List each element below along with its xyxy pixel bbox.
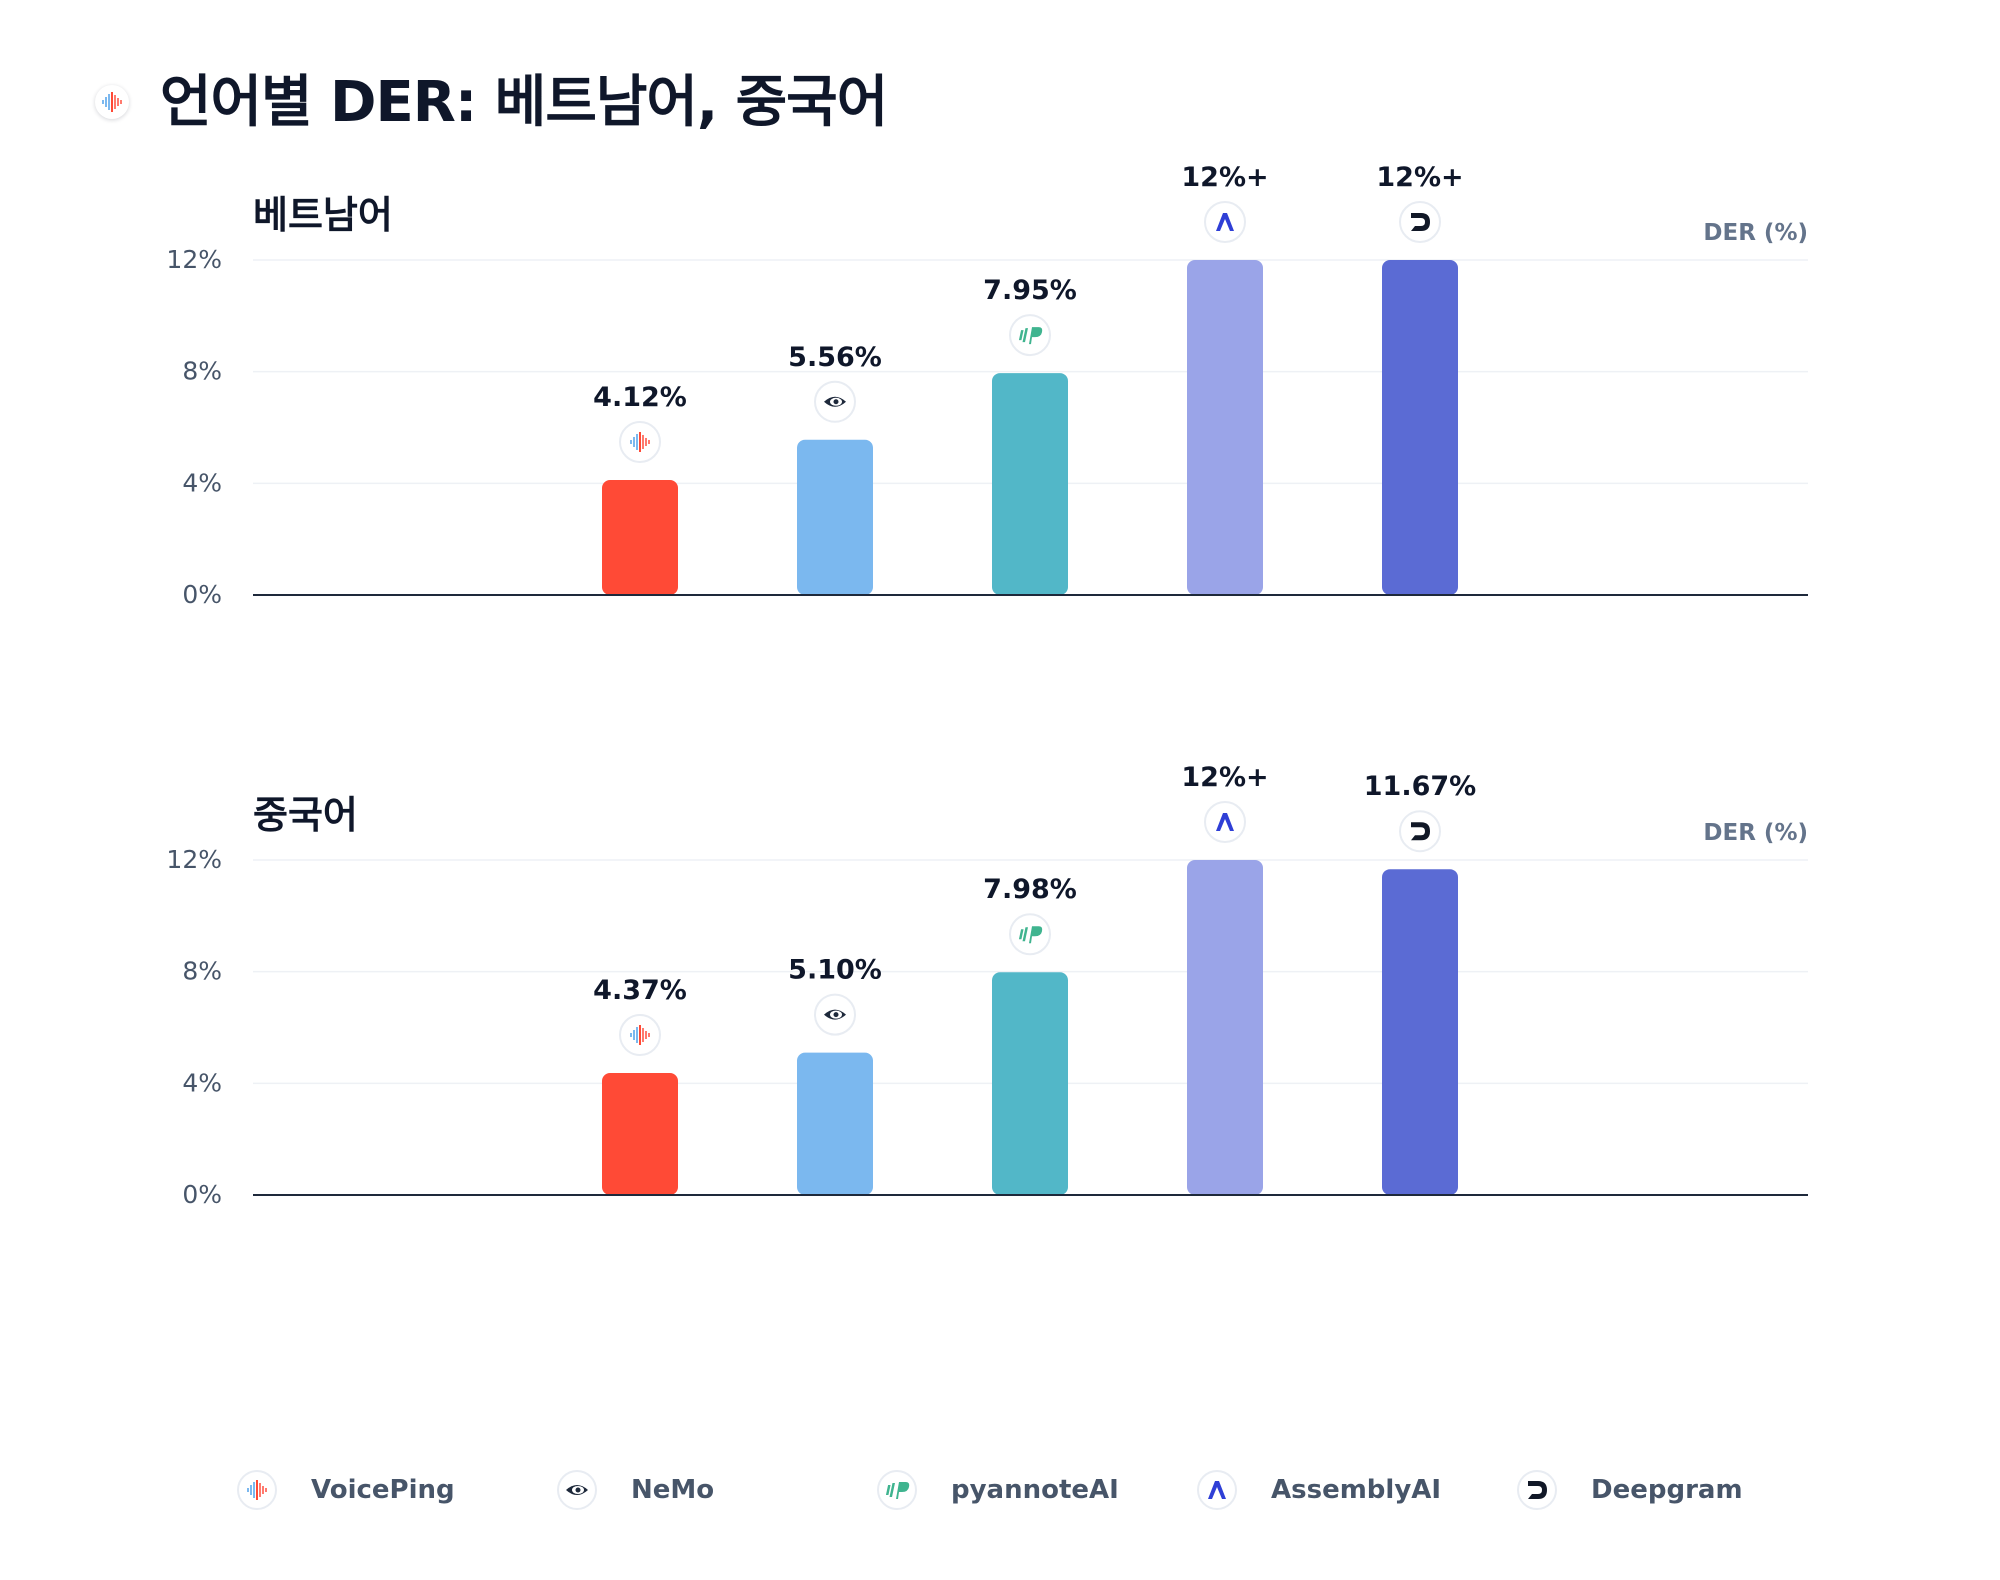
- legend-label: NeMo: [631, 1475, 715, 1505]
- bar-value-label: 11.67%: [1364, 771, 1476, 802]
- assemblyai-logo-icon: [1204, 801, 1246, 843]
- bar-pyannoteai: [992, 373, 1068, 595]
- y-tick-label: 12%: [166, 845, 222, 874]
- legend-label: Deepgram: [1591, 1475, 1743, 1505]
- deepgram-logo-icon: [1399, 201, 1441, 243]
- bar-value-label: 7.98%: [983, 874, 1077, 905]
- legend-label: AssemblyAI: [1271, 1475, 1442, 1505]
- bar-deepgram: [1382, 260, 1458, 595]
- bar-deepgram: [1382, 869, 1458, 1195]
- bar-nemo: [797, 439, 873, 595]
- voiceping-logo-icon: [619, 420, 661, 463]
- y-tick-label: 0%: [182, 580, 222, 609]
- bar-value-label: 4.37%: [593, 975, 687, 1006]
- voiceping-logo-icon: [237, 1470, 277, 1510]
- deepgram-logo-icon: [1399, 810, 1441, 853]
- legend: VoicePing NeMo pyannoteAI AssemblyAI Deepgra…: [0, 1460, 2000, 1520]
- pyannote-logo-icon: [877, 1470, 917, 1510]
- y-axis-label: DER (%): [1703, 820, 1808, 846]
- nvidia-eye-icon: [557, 1470, 597, 1510]
- legend-item-nemo: NeMo: [555, 1460, 714, 1520]
- bar-nemo: [797, 1052, 873, 1195]
- y-tick-label: 8%: [182, 357, 222, 386]
- y-tick-label: 4%: [182, 468, 222, 497]
- bar-voiceping: [602, 479, 678, 595]
- header: [95, 62, 129, 142]
- chart-title: 베트남어: [253, 193, 393, 237]
- nvidia-eye-icon: [814, 993, 856, 1036]
- legend-item-deepgram: Deepgram: [1515, 1460, 1743, 1520]
- deepgram-logo-icon: [1517, 1470, 1557, 1510]
- bar-assemblyai: [1187, 860, 1263, 1195]
- page-title: 언어별 DER: 베트남어, 중국어: [160, 70, 888, 135]
- bar-value-label: 5.10%: [788, 955, 882, 986]
- nvidia-eye-icon: [814, 380, 856, 423]
- legend-item-pyannoteai: pyannoteAI: [875, 1460, 1119, 1520]
- bar-value-label: 12%+: [1181, 762, 1268, 793]
- pyannote-logo-icon: [1009, 314, 1051, 357]
- bar-value-label: 7.95%: [983, 275, 1077, 306]
- bar-voiceping: [602, 1073, 678, 1195]
- voiceping-logo-icon: [95, 85, 129, 119]
- legend-label: pyannoteAI: [951, 1475, 1119, 1505]
- legend-item-voiceping: VoicePing: [235, 1460, 455, 1520]
- bar-assemblyai: [1187, 260, 1263, 595]
- y-tick-label: 12%: [166, 245, 222, 274]
- legend-item-assemblyai: AssemblyAI: [1195, 1460, 1441, 1520]
- bar-value-label: 12%+: [1181, 162, 1268, 193]
- bar-value-label: 12%+: [1376, 162, 1463, 193]
- pyannote-logo-icon: [1009, 913, 1051, 956]
- assemblyai-logo-icon: [1197, 1470, 1237, 1510]
- chart-title: 중국어: [253, 793, 358, 837]
- y-tick-label: 0%: [182, 1180, 222, 1209]
- bar-value-label: 4.12%: [593, 382, 687, 413]
- bar-pyannoteai: [992, 972, 1068, 1195]
- legend-label: VoicePing: [311, 1475, 455, 1505]
- bar-value-label: 5.56%: [788, 342, 882, 373]
- y-tick-label: 4%: [182, 1068, 222, 1097]
- assemblyai-logo-icon: [1204, 201, 1246, 243]
- y-tick-label: 8%: [182, 957, 222, 986]
- chart-2: 중국어 DER (%) 0% 4% 8% 12% 4.37% 5.10% 7.98% 12%+ 11…: [166, 762, 1808, 1209]
- charts-area: 베트남어 DER (%) 0% 4% 8% 12% 4.12% 5.56% 7.95% 12%+ 1…: [166, 162, 1808, 1209]
- y-axis-label: DER (%): [1703, 220, 1808, 246]
- chart-1: 베트남어 DER (%) 0% 4% 8% 12% 4.12% 5.56% 7.95% 12%+ 1…: [166, 162, 1808, 609]
- voiceping-logo-icon: [619, 1014, 661, 1057]
